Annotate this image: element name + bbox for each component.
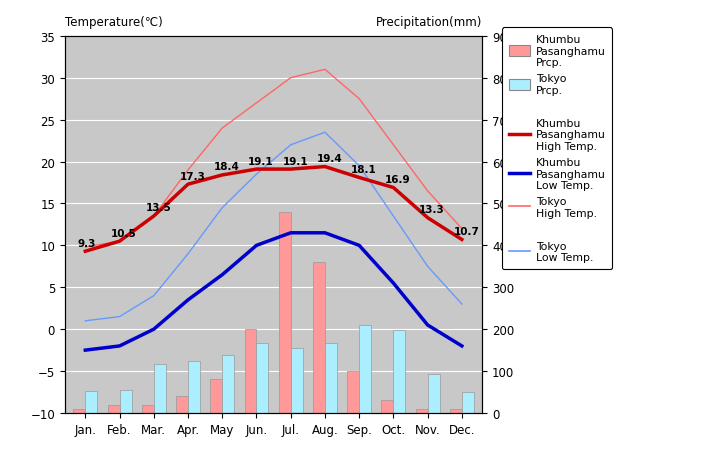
Bar [176,397,188,413]
Text: 13.5: 13.5 [145,203,171,213]
Text: 17.3: 17.3 [180,171,206,181]
Text: 10.5: 10.5 [111,228,137,238]
Bar [279,213,291,413]
Bar [222,355,234,413]
Bar [142,405,154,413]
Bar [210,380,222,413]
Bar [428,374,440,413]
Bar [325,343,337,413]
Bar [86,392,97,413]
Bar [450,409,462,413]
Bar [359,325,371,413]
Bar [188,361,200,413]
Bar [245,330,256,413]
Legend: Khumbu
Pasanghamu
Prcp., Tokyo
Prcp., , Khumbu
Pasanghamu
High Temp., Khumbu
Pas: Khumbu Pasanghamu Prcp., Tokyo Prcp., , … [503,28,612,269]
Text: 16.9: 16.9 [385,174,410,185]
Bar [256,343,269,413]
Text: Precipitation(mm): Precipitation(mm) [376,16,482,29]
Bar [347,371,359,413]
Text: 19.1: 19.1 [248,156,274,166]
Bar [415,409,428,413]
Text: 10.7: 10.7 [454,226,480,236]
Bar [313,263,325,413]
Text: 19.4: 19.4 [317,154,343,164]
Bar [154,364,166,413]
Bar [382,401,393,413]
Text: 18.4: 18.4 [214,162,240,172]
Bar [462,392,474,413]
Text: 19.1: 19.1 [282,156,308,166]
Text: 9.3: 9.3 [77,238,95,248]
Bar [73,409,86,413]
Bar [107,405,120,413]
Bar [393,330,405,413]
Text: Temperature(℃): Temperature(℃) [65,16,163,29]
Bar [120,390,132,413]
Text: 18.1: 18.1 [351,164,377,174]
Text: 13.3: 13.3 [419,205,445,215]
Bar [291,349,302,413]
